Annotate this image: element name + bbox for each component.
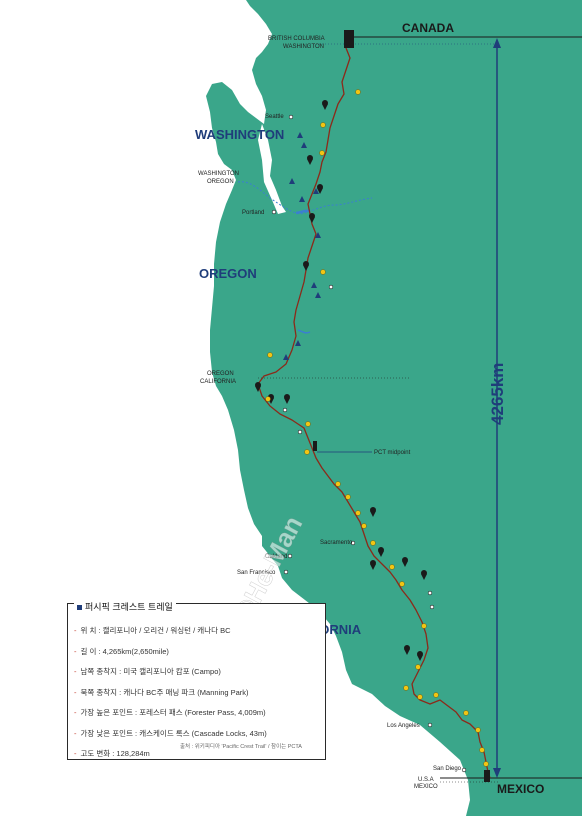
city-label-seattle: Seattle — [265, 114, 284, 120]
state-label-washington: WASHINGTON — [195, 127, 284, 142]
city-label-san-diego: San Diego — [433, 766, 462, 772]
info-item-elevation-change: - 고도 변화 : 128,284m — [74, 749, 150, 758]
info-item-lowest-point: - 가장 낮은 포인트 : 캐스케이드 록스 (Cascade Locks, 43… — [74, 728, 267, 738]
border-label-wa-or: WASHINGTON OREGON — [198, 171, 241, 185]
info-box — [67, 603, 326, 760]
info-source: 출처 : 위키피디아 'Pacific Crest Trail' / 참이는 P… — [180, 744, 302, 750]
distance-label: 4265km — [488, 363, 507, 425]
info-item-northern-terminus: - 북쪽 종착지 : 캐나다 BC주 매닝 파크 (Manning Park) — [74, 687, 249, 697]
border-label-usa-mexico: U.S.A MEXICO — [414, 777, 438, 790]
city-label-los-angeles: Los Angeles — [387, 723, 420, 729]
state-label-oregon: OREGON — [199, 266, 257, 281]
info-item-location: -위 치 : 캘리포니아 / 오리건 / 워싱턴 / 캐나다 BC — [74, 626, 231, 635]
info-item-southern-terminus: - 남쪽 종착지 : 미국 캘리포니아 캄포 (Campo) — [74, 667, 221, 676]
country-label-mexico: MEXICO — [497, 782, 544, 796]
land-mass — [206, 0, 582, 816]
pct-midpoint-label: PCT midpoint — [374, 450, 411, 456]
square-bullet-icon — [77, 605, 82, 611]
pct-trail-line — [257, 37, 491, 779]
city-label-sacramento: Sacramento — [320, 540, 353, 546]
border-label-bc-wa: BRITISH COLUMBIA WASHINGTON — [268, 36, 326, 50]
city-label-portland: Portland — [242, 210, 264, 216]
city-label-oakland: Oakland — [265, 554, 287, 560]
info-list: -위 치 : 캘리포니아 / 오리건 / 워싱턴 / 캐나다 BC -길 이 :… — [74, 626, 267, 770]
info-item-length: -길 이 : 4,265km(2,650mile) — [74, 646, 169, 656]
info-title: 퍼시픽 크레스트 트레일 — [74, 600, 176, 613]
border-label-or-ca: OREGON CALIFORNIA — [200, 371, 236, 385]
info-item-highest-point: - 가장 높은 포인트 : 포레스터 패스 (Forester Pass, 4,0… — [74, 708, 266, 717]
city-label-san-francisco: San Francisco — [237, 570, 276, 576]
country-label-canada: CANADA — [402, 21, 454, 35]
